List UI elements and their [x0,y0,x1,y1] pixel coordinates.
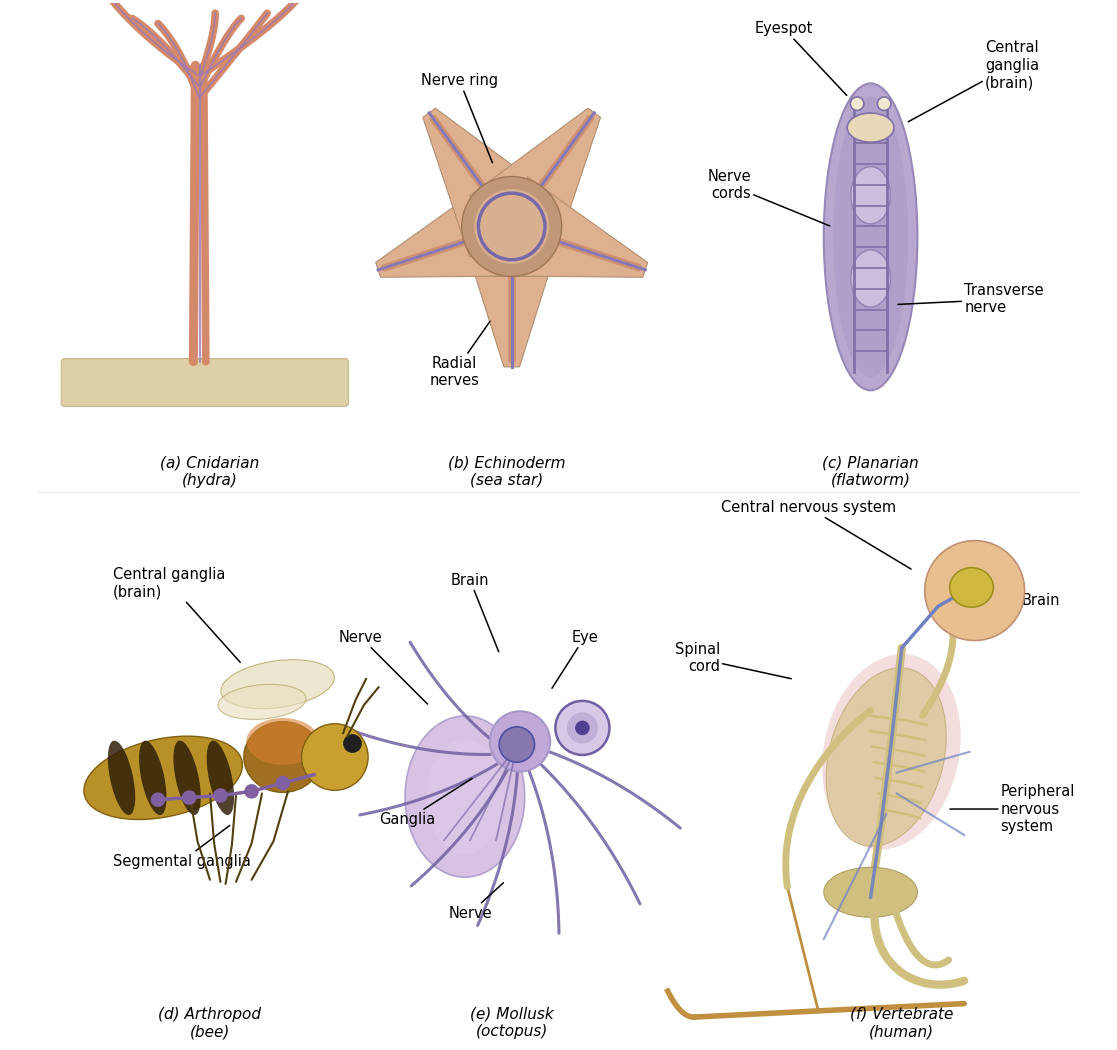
Circle shape [302,723,369,791]
Ellipse shape [207,740,235,815]
Circle shape [499,727,535,762]
Ellipse shape [851,250,890,307]
Text: (e) Mollusk
(octopus): (e) Mollusk (octopus) [470,1007,554,1040]
Ellipse shape [833,97,908,377]
Ellipse shape [490,711,551,772]
Ellipse shape [847,113,894,142]
Ellipse shape [822,654,961,849]
Text: Spinal
cord: Spinal cord [675,642,791,678]
Polygon shape [496,177,648,277]
Ellipse shape [850,97,863,110]
FancyBboxPatch shape [61,358,349,406]
Circle shape [575,720,590,735]
Circle shape [566,712,598,743]
Ellipse shape [244,721,322,793]
Text: Eye: Eye [552,630,598,688]
Text: Brain: Brain [971,593,1060,622]
Circle shape [461,176,562,276]
Ellipse shape [949,568,993,607]
Circle shape [151,793,165,807]
Circle shape [182,791,197,805]
Polygon shape [469,108,601,257]
Text: Nerve ring: Nerve ring [421,74,498,163]
Text: Central
ganglia
(brain): Central ganglia (brain) [908,40,1039,122]
Text: Eyespot: Eyespot [755,21,847,96]
Ellipse shape [877,97,891,110]
Polygon shape [375,177,527,277]
Text: Nerve: Nerve [448,883,504,921]
Ellipse shape [140,740,166,815]
Text: Segmental ganglia: Segmental ganglia [113,825,251,868]
Text: (d) Arthropod
(bee): (d) Arthropod (bee) [159,1007,261,1040]
Text: Central nervous system: Central nervous system [720,500,911,569]
Circle shape [925,541,1024,640]
Polygon shape [460,227,564,366]
Circle shape [213,789,228,803]
Ellipse shape [173,740,201,815]
Text: Nerve
cords: Nerve cords [707,169,830,226]
Ellipse shape [218,685,306,719]
Ellipse shape [405,716,525,877]
Ellipse shape [84,736,242,819]
Text: Transverse
nerve: Transverse nerve [898,284,1044,315]
Circle shape [276,776,290,791]
Text: Radial
nerves: Radial nerves [430,321,490,388]
Text: (a) Cnidarian
(hydra): (a) Cnidarian (hydra) [161,456,259,488]
Text: (c) Planarian
(flatworm): (c) Planarian (flatworm) [822,456,919,488]
Polygon shape [423,108,554,257]
Text: (f) Vertebrate
(human): (f) Vertebrate (human) [850,1007,954,1040]
Text: Ganglia: Ganglia [380,779,472,827]
Ellipse shape [108,740,135,815]
Ellipse shape [823,867,917,918]
Ellipse shape [827,668,946,846]
Ellipse shape [851,167,890,224]
Text: (b) Echinoderm
(sea star): (b) Echinoderm (sea star) [448,456,565,488]
Ellipse shape [247,718,319,764]
Ellipse shape [823,83,917,391]
Text: Central ganglia
(brain): Central ganglia (brain) [113,567,240,663]
Circle shape [555,700,610,755]
Circle shape [343,734,362,753]
Circle shape [475,189,550,264]
Text: Peripheral
nervous
system: Peripheral nervous system [951,784,1075,834]
Ellipse shape [426,739,504,854]
Text: Brain: Brain [451,572,498,652]
Ellipse shape [221,659,334,709]
Text: Nerve: Nerve [340,630,428,705]
Circle shape [245,784,259,799]
